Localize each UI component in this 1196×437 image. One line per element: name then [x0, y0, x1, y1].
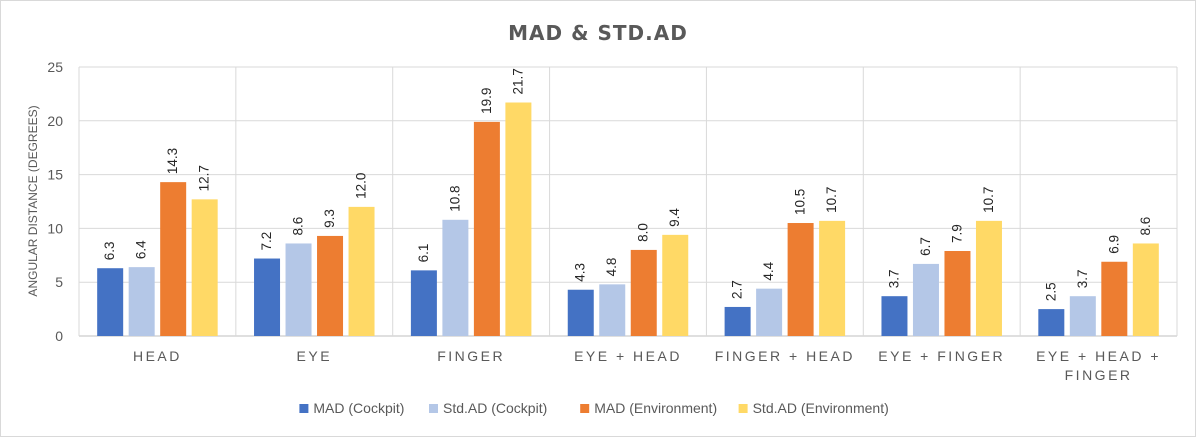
- category-label: FINGER: [437, 348, 505, 364]
- category-label: EYE: [297, 348, 333, 364]
- legend-swatch: [738, 404, 748, 413]
- data-label: 2.5: [1043, 282, 1058, 301]
- grid-lines: [78, 66, 1178, 337]
- y-tick-label: 20: [47, 113, 63, 129]
- bar: [285, 243, 312, 336]
- data-label: 6.3: [102, 241, 117, 260]
- y-tick-label: 10: [47, 220, 63, 236]
- bar: [128, 267, 155, 336]
- bar: [819, 220, 846, 336]
- y-axis-label: ANGULAR DISTANCE (DEGREES): [26, 105, 40, 296]
- data-label: 8.6: [1138, 217, 1153, 236]
- legend-label: Std.AD (Cockpit): [443, 400, 547, 416]
- category-label: HEAD: [133, 348, 182, 364]
- legend: MAD (Cockpit) Std.AD (Cockpit) MAD (Enviro…: [299, 400, 889, 416]
- bar: [567, 289, 594, 336]
- bar: [505, 102, 532, 337]
- bar: [254, 258, 281, 336]
- bar: [724, 306, 751, 336]
- y-tick-label: 25: [47, 59, 63, 75]
- data-label: 6.1: [416, 244, 431, 263]
- bar: [599, 284, 626, 336]
- bar: [191, 199, 218, 336]
- bar: [410, 270, 437, 336]
- bar: [881, 296, 908, 336]
- legend-item: MAD (Cockpit): [299, 400, 404, 416]
- bar: [756, 288, 783, 336]
- legend-label: MAD (Cockpit): [313, 400, 404, 416]
- data-label: 7.2: [259, 232, 274, 251]
- data-label: 7.9: [949, 224, 964, 243]
- bars: [97, 102, 1159, 337]
- bar: [160, 182, 187, 336]
- data-label: 9.3: [322, 209, 337, 228]
- legend-item: Std.AD (Cockpit): [429, 400, 547, 416]
- bar: [662, 234, 689, 336]
- data-label: 2.7: [730, 280, 745, 299]
- bar: [944, 250, 971, 336]
- data-label: 8.6: [291, 217, 306, 236]
- data-label: 6.4: [134, 240, 149, 259]
- legend-swatch: [580, 404, 590, 413]
- category-label: EYE + HEAD +: [1036, 348, 1161, 364]
- data-label: 10.7: [824, 187, 839, 213]
- data-label: 3.7: [1075, 269, 1090, 288]
- legend-item: MAD (Environment): [580, 400, 717, 416]
- y-tick-label: 0: [55, 328, 63, 344]
- bar: [1069, 296, 1096, 336]
- bar: [912, 263, 939, 336]
- category-label: EYE + HEAD: [574, 348, 682, 364]
- category-label: FINGER + HEAD: [715, 348, 855, 364]
- data-label: 21.7: [510, 68, 525, 94]
- bar: [1101, 261, 1128, 336]
- bar: [1038, 309, 1065, 336]
- bar: [630, 249, 657, 336]
- data-label: 10.5: [793, 189, 808, 215]
- data-label: 12.7: [197, 165, 212, 191]
- data-label: 6.9: [1106, 235, 1121, 254]
- axes: 0 5 10 15 20 25 HEAD EYE FINGER EYE + HEAD FINGER …: [47, 59, 1161, 383]
- chart-title: MAD & STD.AD: [508, 21, 688, 45]
- data-label: 3.7: [886, 269, 901, 288]
- data-label: 10.7: [981, 187, 996, 213]
- bar: [317, 235, 344, 336]
- data-label: 19.9: [479, 88, 494, 114]
- y-tick-label: 15: [47, 167, 63, 183]
- data-label: 4.3: [573, 263, 588, 282]
- legend-item: Std.AD (Environment): [738, 400, 889, 416]
- data-label: 12.0: [354, 173, 369, 199]
- data-label: 4.4: [761, 261, 776, 280]
- category-label: EYE + FINGER: [878, 348, 1005, 364]
- bar: [1132, 243, 1159, 336]
- bar: [348, 206, 375, 336]
- bar: [442, 219, 469, 336]
- data-label: 14.3: [165, 148, 180, 174]
- data-labels: 6.3 6.4 14.3 12.7 7.2 8.6 9.3 12.0 6.1 10.8 19.9 21…: [102, 68, 1153, 301]
- bar: [975, 220, 1002, 336]
- legend-swatch: [299, 404, 309, 413]
- data-label: 9.4: [667, 208, 682, 227]
- data-label: 6.7: [918, 237, 933, 256]
- data-label: 8.0: [636, 223, 651, 242]
- bar: [787, 223, 814, 336]
- legend-swatch: [429, 404, 438, 413]
- y-tick-label: 5: [55, 274, 63, 290]
- legend-label: MAD (Environment): [594, 400, 717, 416]
- data-label: 10.8: [447, 186, 462, 212]
- legend-label: Std.AD (Environment): [753, 400, 889, 416]
- bar: [473, 121, 500, 336]
- category-label: FINGER: [1065, 367, 1133, 383]
- data-label: 4.8: [604, 258, 619, 277]
- bar: [97, 268, 124, 336]
